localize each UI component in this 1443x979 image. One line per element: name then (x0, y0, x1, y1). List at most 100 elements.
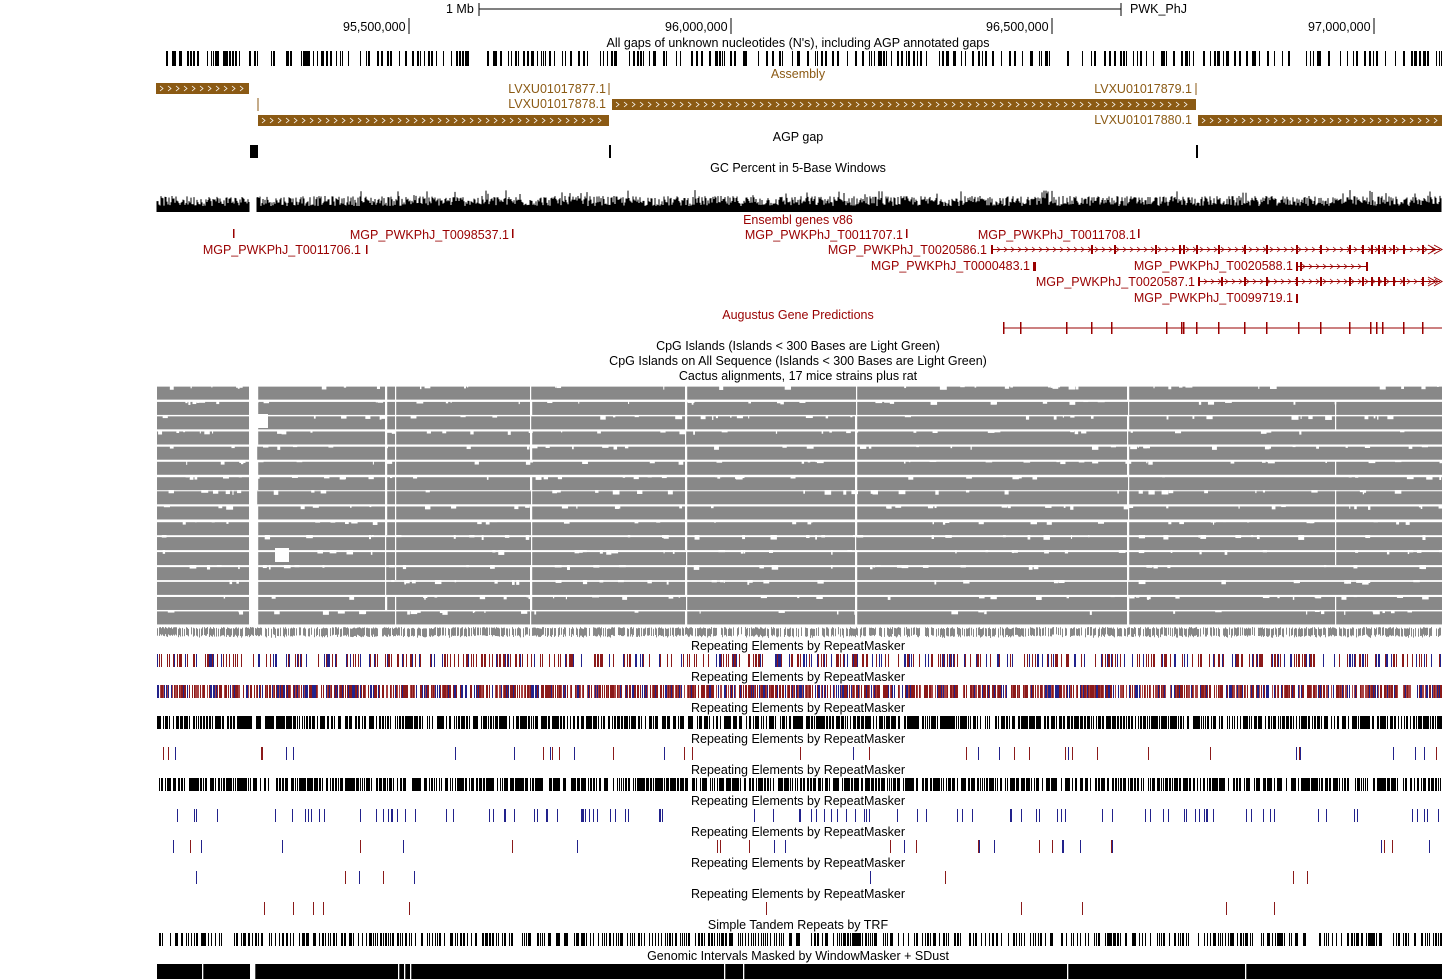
repeat-feature (265, 778, 266, 791)
gap-feature (250, 51, 251, 66)
strand-arrow (751, 101, 756, 108)
alignment-summary (1005, 628, 1006, 638)
repeat-feature (1179, 685, 1180, 698)
strand-arrow (1315, 278, 1320, 285)
alignment-summary (1015, 627, 1016, 635)
repeat-feature (735, 654, 736, 667)
alignment-summary (583, 628, 584, 638)
strand-arrow (1377, 117, 1382, 124)
repeat-feature (995, 685, 996, 698)
repeat-feature (950, 685, 951, 698)
alignment-gap (330, 520, 336, 523)
repeat-feature (760, 685, 761, 698)
repeat-feature (723, 778, 724, 791)
repeat-feature (692, 778, 693, 791)
alignment-gap (1123, 505, 1129, 510)
alignment-summary (1172, 628, 1173, 637)
repeat-feature (1156, 716, 1157, 729)
alignment-summary (330, 628, 331, 637)
alignment-summary (1124, 628, 1125, 636)
repeat-feature (1024, 654, 1025, 667)
repeat-feature (435, 685, 436, 698)
repeat-feature (649, 716, 650, 729)
alignment-summary (1117, 627, 1118, 637)
alignment-gap (685, 445, 687, 460)
alignment-summary (762, 628, 763, 638)
repeat-feature (844, 654, 845, 667)
alignment-summary (632, 628, 633, 637)
alignment-gap (185, 400, 188, 404)
repeat-feature (974, 716, 975, 729)
repeat-feature (1226, 685, 1227, 698)
repeat-feature (802, 716, 803, 729)
repeat-feature (244, 716, 245, 729)
repeat-feature (1338, 685, 1339, 698)
repeat-feature (441, 778, 442, 791)
alignment-summary (1161, 627, 1162, 635)
repeat-feature (264, 778, 265, 791)
repeat-feature (157, 685, 158, 698)
alignment-summary (1011, 628, 1012, 637)
repeat-feature (345, 716, 346, 729)
alignment-summary (1062, 628, 1063, 638)
repeat-feature (196, 654, 197, 667)
alignment-summary (589, 627, 590, 636)
repeat-feature (1091, 716, 1092, 729)
repeat-feature (1271, 716, 1272, 729)
alignment-gap (385, 520, 387, 535)
alignment-summary (1331, 628, 1332, 637)
alignment-gap (223, 595, 226, 599)
alignment-summary (296, 628, 297, 636)
repeat-feature (1046, 685, 1047, 698)
alignment-gap (504, 535, 510, 538)
exon (512, 229, 514, 238)
repeat-feature (571, 654, 572, 667)
repeat-feature (985, 685, 986, 698)
repeat-feature (276, 654, 277, 667)
alignment-summary (1320, 628, 1321, 638)
repeat-feature (1024, 716, 1025, 729)
repeat-feature (1009, 716, 1010, 729)
alignment-gap (600, 415, 606, 420)
repeat-feature (1222, 685, 1223, 698)
alignment-summary (753, 628, 754, 637)
alignment-gap (196, 400, 200, 403)
repeat-feature (1084, 685, 1085, 698)
alignment-gap (484, 610, 486, 613)
repeat-feature (858, 685, 859, 698)
repeat-feature (1274, 685, 1275, 698)
repeat-feature (358, 778, 359, 791)
alignment-summary (260, 627, 261, 635)
repeat-feature (370, 654, 371, 667)
repeat-feature (866, 685, 867, 698)
alignment-summary (317, 627, 318, 635)
alignment-summary (309, 628, 310, 637)
repeat-feature (332, 778, 333, 791)
repeat-feature (602, 685, 603, 698)
repeat-feature (1298, 685, 1299, 698)
alignment-gap (1137, 445, 1139, 448)
alignment-summary (186, 627, 187, 636)
strand-arrow (1430, 246, 1435, 253)
alignment-summary (382, 628, 383, 637)
alignment-gap (189, 565, 197, 569)
alignment-gap (686, 490, 688, 505)
repeat-feature (404, 778, 405, 791)
repeat-feature (916, 716, 917, 729)
repeat-feature (332, 716, 333, 729)
repeat-feature (1146, 654, 1147, 667)
repeat-feature (1112, 716, 1113, 729)
repeat-feature (589, 716, 590, 729)
repeat-feature (364, 716, 365, 729)
repeat-feature (811, 654, 812, 667)
alignment-summary (962, 627, 963, 636)
repeat-feature (693, 685, 694, 698)
alignment-gap (966, 475, 972, 479)
strand-arrow (413, 117, 418, 124)
alignment-gap (368, 475, 374, 480)
alignment-summary (880, 627, 881, 637)
repeat-feature (286, 778, 287, 791)
repeat-feature (1379, 654, 1380, 667)
repeat-feature (1316, 685, 1317, 698)
